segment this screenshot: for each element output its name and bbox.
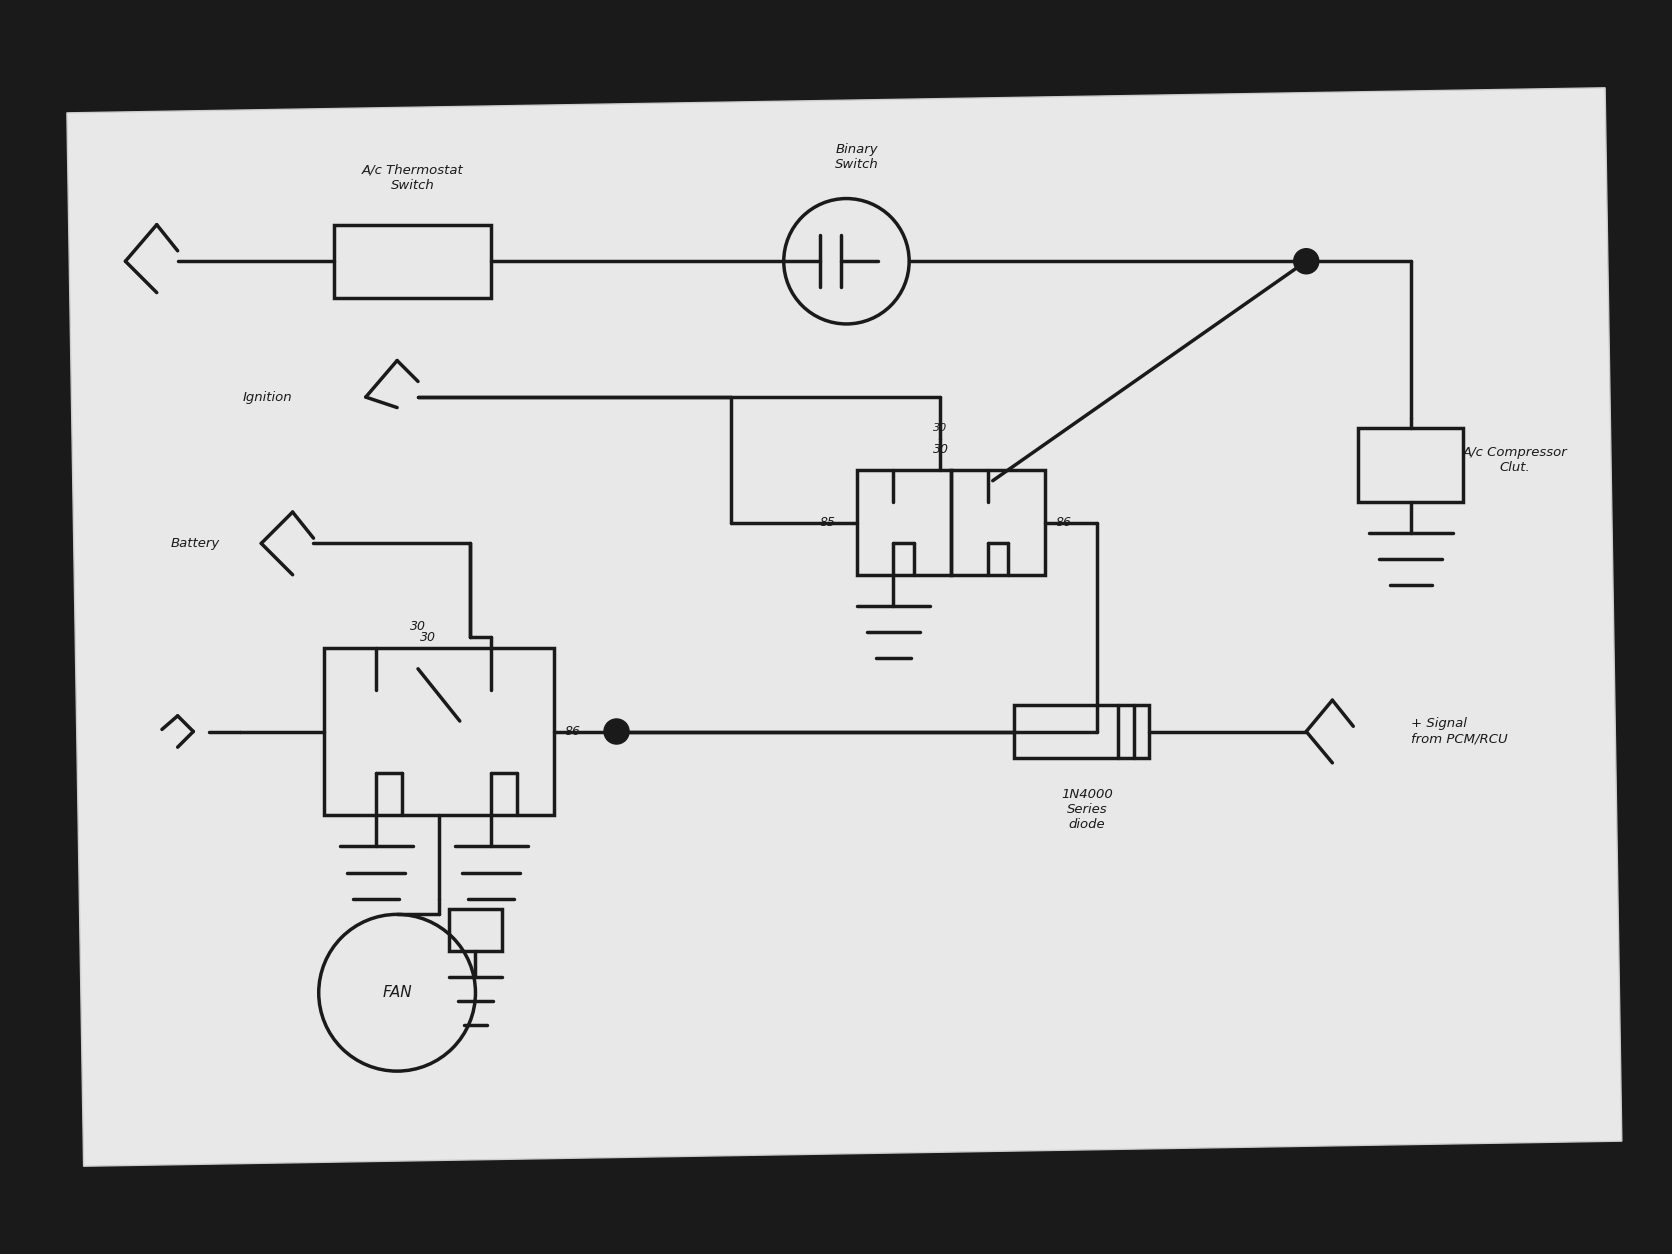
Text: 30: 30 [933, 443, 948, 456]
Text: + Signal
from PCM/RCU: + Signal from PCM/RCU [1411, 717, 1508, 745]
Text: 30: 30 [410, 621, 426, 633]
Text: Ignition: Ignition [242, 390, 293, 404]
Circle shape [604, 719, 629, 744]
Circle shape [1294, 248, 1319, 273]
Text: 1N4000
Series
diode: 1N4000 Series diode [1062, 789, 1112, 831]
Text: A/c Thermostat
Switch: A/c Thermostat Switch [361, 164, 463, 192]
Text: 86: 86 [1055, 515, 1072, 529]
Bar [324, 648, 553, 815]
Text: 30: 30 [420, 631, 436, 645]
Text: 30: 30 [933, 424, 948, 434]
Bar [450, 909, 502, 951]
Text: 85: 85 [819, 515, 836, 529]
Bar [334, 224, 492, 297]
Text: Battery: Battery [171, 537, 219, 551]
Bar [856, 470, 951, 574]
Bar [951, 470, 1045, 574]
Text: A/c Compressor
Clut.: A/c Compressor Clut. [1463, 446, 1568, 474]
Text: Binary
Switch: Binary Switch [834, 143, 879, 171]
Text: FAN: FAN [383, 986, 411, 1001]
Bar [1013, 705, 1149, 757]
Text: 86: 86 [563, 725, 580, 739]
Bar [1358, 429, 1463, 502]
